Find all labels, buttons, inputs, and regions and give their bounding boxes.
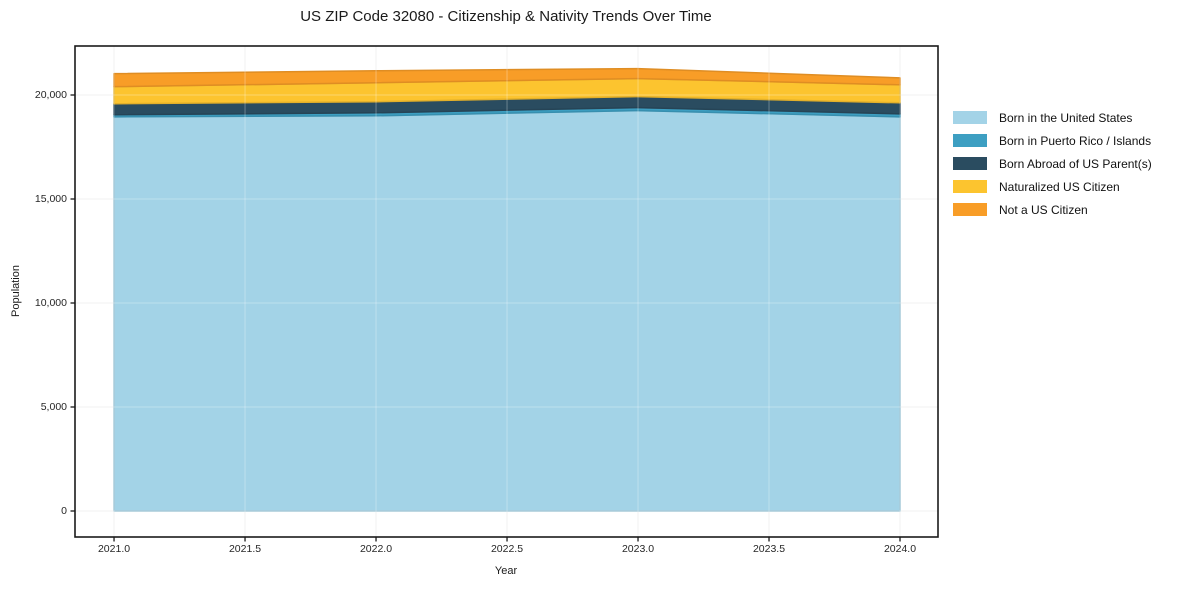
legend-label: Naturalized US Citizen [999, 179, 1120, 194]
y-tick-label: 5,000 [40, 401, 67, 413]
legend-swatch [953, 134, 987, 147]
x-tick-label: 2024.0 [883, 543, 917, 555]
legend-swatch [953, 157, 987, 170]
y-tick-label: 0 [61, 505, 67, 517]
x-tick-label: 2023.0 [621, 543, 655, 555]
x-tick-label: 2021.5 [228, 543, 262, 555]
x-axis-label: Year [494, 565, 518, 577]
area-series-4 [113, 67, 901, 88]
y-axis-label: Population [10, 265, 22, 317]
legend-label: Not a US Citizen [999, 202, 1088, 217]
y-tick-label: 20,000 [34, 89, 67, 101]
x-tick-label: 2023.5 [752, 543, 786, 555]
plot-area [70, 45, 939, 542]
legend-item: Born Abroad of US Parent(s) [953, 152, 1152, 175]
chart-title: US ZIP Code 32080 - Citizenship & Nativi… [300, 8, 712, 25]
legend-swatch [953, 111, 987, 124]
legend-item: Naturalized US Citizen [953, 175, 1152, 198]
legend-swatch [953, 180, 987, 193]
legend-label: Born in the United States [999, 110, 1133, 125]
x-tick-label: 2022.5 [490, 543, 524, 555]
legend-item: Not a US Citizen [953, 198, 1152, 221]
legend-swatch [953, 203, 987, 216]
legend-item: Born in Puerto Rico / Islands [953, 129, 1152, 152]
y-tick-label: 15,000 [34, 193, 67, 205]
legend-label: Born Abroad of US Parent(s) [999, 156, 1152, 171]
legend-label: Born in Puerto Rico / Islands [999, 133, 1152, 148]
x-tick-label: 2022.0 [359, 543, 393, 555]
legend: Born in the United States Born in Puerto … [953, 106, 1152, 221]
x-tick-label: 2021.0 [97, 543, 131, 555]
y-tick-label: 10,000 [34, 297, 67, 309]
legend-item: Born in the United States [953, 106, 1152, 129]
